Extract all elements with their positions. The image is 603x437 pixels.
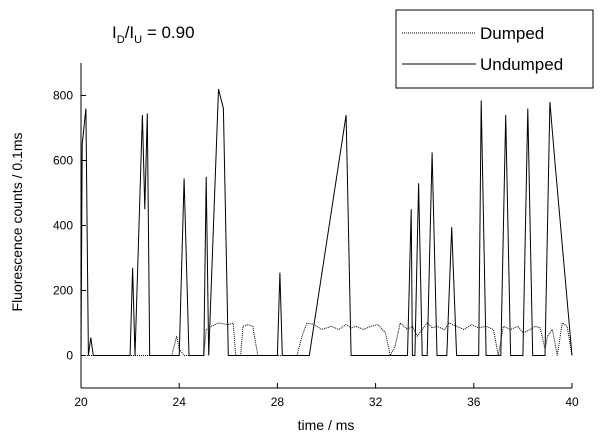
- ratio-prefix: I: [112, 23, 117, 42]
- y-tick-label: 400: [53, 219, 73, 233]
- y-tick-label: 600: [53, 154, 73, 168]
- y-tick-label: 0: [66, 349, 73, 363]
- series-layer: [80, 88, 573, 357]
- ratio-annotation: ID/IU = 0.90: [112, 23, 195, 46]
- ratio-sub1: D: [117, 34, 125, 46]
- series-line-dumped: [81, 322, 573, 357]
- y-axis-title: Fluorescence counts / 0.1ms: [9, 133, 25, 312]
- legend: Dumped Undumped: [395, 9, 594, 89]
- legend-box: [395, 9, 594, 89]
- x-tick-label: 20: [74, 395, 88, 409]
- x-axis-title: time / ms: [298, 417, 355, 433]
- ratio-sub2: U: [134, 34, 142, 46]
- x-tick-label: 32: [369, 395, 383, 409]
- x-ticks: 20 24 28 32 36 40: [74, 383, 579, 409]
- x-tick-label: 24: [173, 395, 187, 409]
- legend-label-undumped: Undumped: [480, 55, 563, 74]
- series-line-undumped: [80, 88, 573, 356]
- y-tick-label: 200: [53, 284, 73, 298]
- x-tick-label: 28: [271, 395, 285, 409]
- ratio-suffix: = 0.90: [142, 23, 194, 42]
- y-tick-label: 800: [53, 89, 73, 103]
- ratio-slash: /I: [125, 23, 134, 42]
- y-ticks: 0 200 400 600 800: [53, 89, 86, 363]
- legend-label-dumped: Dumped: [480, 24, 544, 43]
- plot-area: 0 200 400 600 800 20 24 28 32 36 40: [53, 63, 579, 409]
- x-tick-label: 36: [467, 395, 481, 409]
- x-tick-label: 40: [565, 395, 579, 409]
